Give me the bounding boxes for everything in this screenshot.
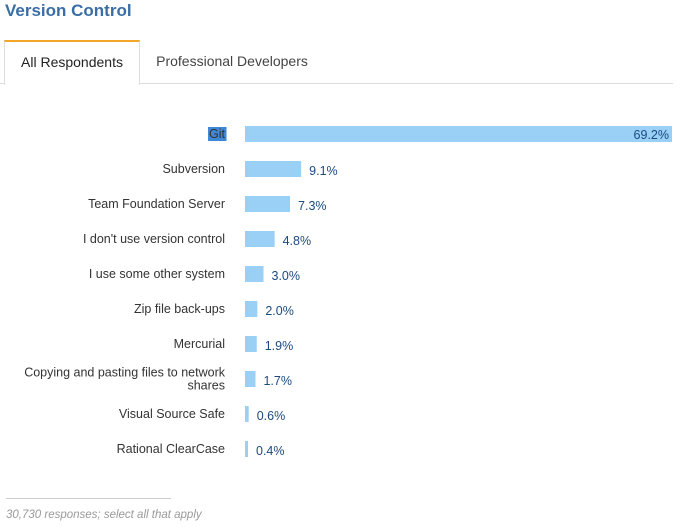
bar-row: Subversion 9.1%: [162, 161, 338, 178]
category-label: Git: [209, 127, 226, 141]
category-label: Mercurial: [174, 337, 225, 351]
value-label: 69.2%: [634, 128, 669, 142]
bar: [245, 441, 248, 457]
bar-row: I don't use version control 4.8%: [83, 231, 311, 248]
bar: [245, 301, 258, 317]
category-label: Subversion: [162, 162, 225, 176]
text-selection-highlight: [208, 127, 227, 141]
bar: [245, 231, 275, 247]
bar: [245, 336, 257, 352]
page-title: Version Control: [5, 1, 132, 20]
tab-professional-developers[interactable]: Professional Developers: [156, 53, 308, 69]
category-label: Zip file back-ups: [134, 302, 225, 316]
category-label: I use some other system: [89, 267, 225, 281]
value-label: 7.3%: [298, 199, 327, 213]
category-label: Visual Source Safe: [119, 407, 225, 421]
bar: [245, 126, 672, 142]
value-label: 0.6%: [257, 409, 286, 423]
bar-row: Team Foundation Server 7.3%: [88, 196, 327, 213]
category-label: Copying and pasting files to network: [24, 366, 226, 380]
category-label: Team Foundation Server: [88, 197, 225, 211]
bar: [245, 406, 249, 422]
bar: [245, 196, 291, 212]
value-label: 1.9%: [265, 339, 294, 353]
bar-row: Rational ClearCase 0.4%: [117, 441, 285, 458]
category-label: shares: [187, 379, 225, 393]
bar-row: Zip file back-ups 2.0%: [134, 301, 294, 318]
value-label: 2.0%: [265, 304, 294, 318]
bar-row: I use some other system 3.0%: [89, 266, 300, 283]
bar-row: Mercurial 1.9%: [174, 336, 294, 353]
category-label: I don't use version control: [83, 232, 225, 246]
bar: [245, 371, 256, 387]
value-label: 3.0%: [272, 269, 301, 283]
value-label: 4.8%: [283, 234, 312, 248]
bar-row: Visual Source Safe 0.6%: [119, 406, 285, 423]
tab-bar: All Respondents Professional Developers: [0, 40, 673, 85]
bar-row: Git 69.2%: [208, 126, 672, 142]
tab-bar-divider: [0, 83, 673, 84]
tab-all-respondents[interactable]: All Respondents: [4, 40, 140, 85]
footer-divider: [6, 498, 171, 499]
value-label: 0.4%: [256, 444, 285, 458]
value-label: 1.7%: [263, 374, 292, 388]
value-label: 9.1%: [309, 164, 338, 178]
response-count-note: 30,730 responses; select all that apply: [6, 509, 202, 521]
bar-row: Copying and pasting files to networkshar…: [24, 366, 292, 393]
bar: [245, 266, 264, 282]
bar: [245, 161, 302, 177]
category-label: Rational ClearCase: [117, 442, 225, 456]
version-control-bar-chart: Git 69.2% Subversion 9.1% Team Foundation Se…: [24, 126, 672, 458]
